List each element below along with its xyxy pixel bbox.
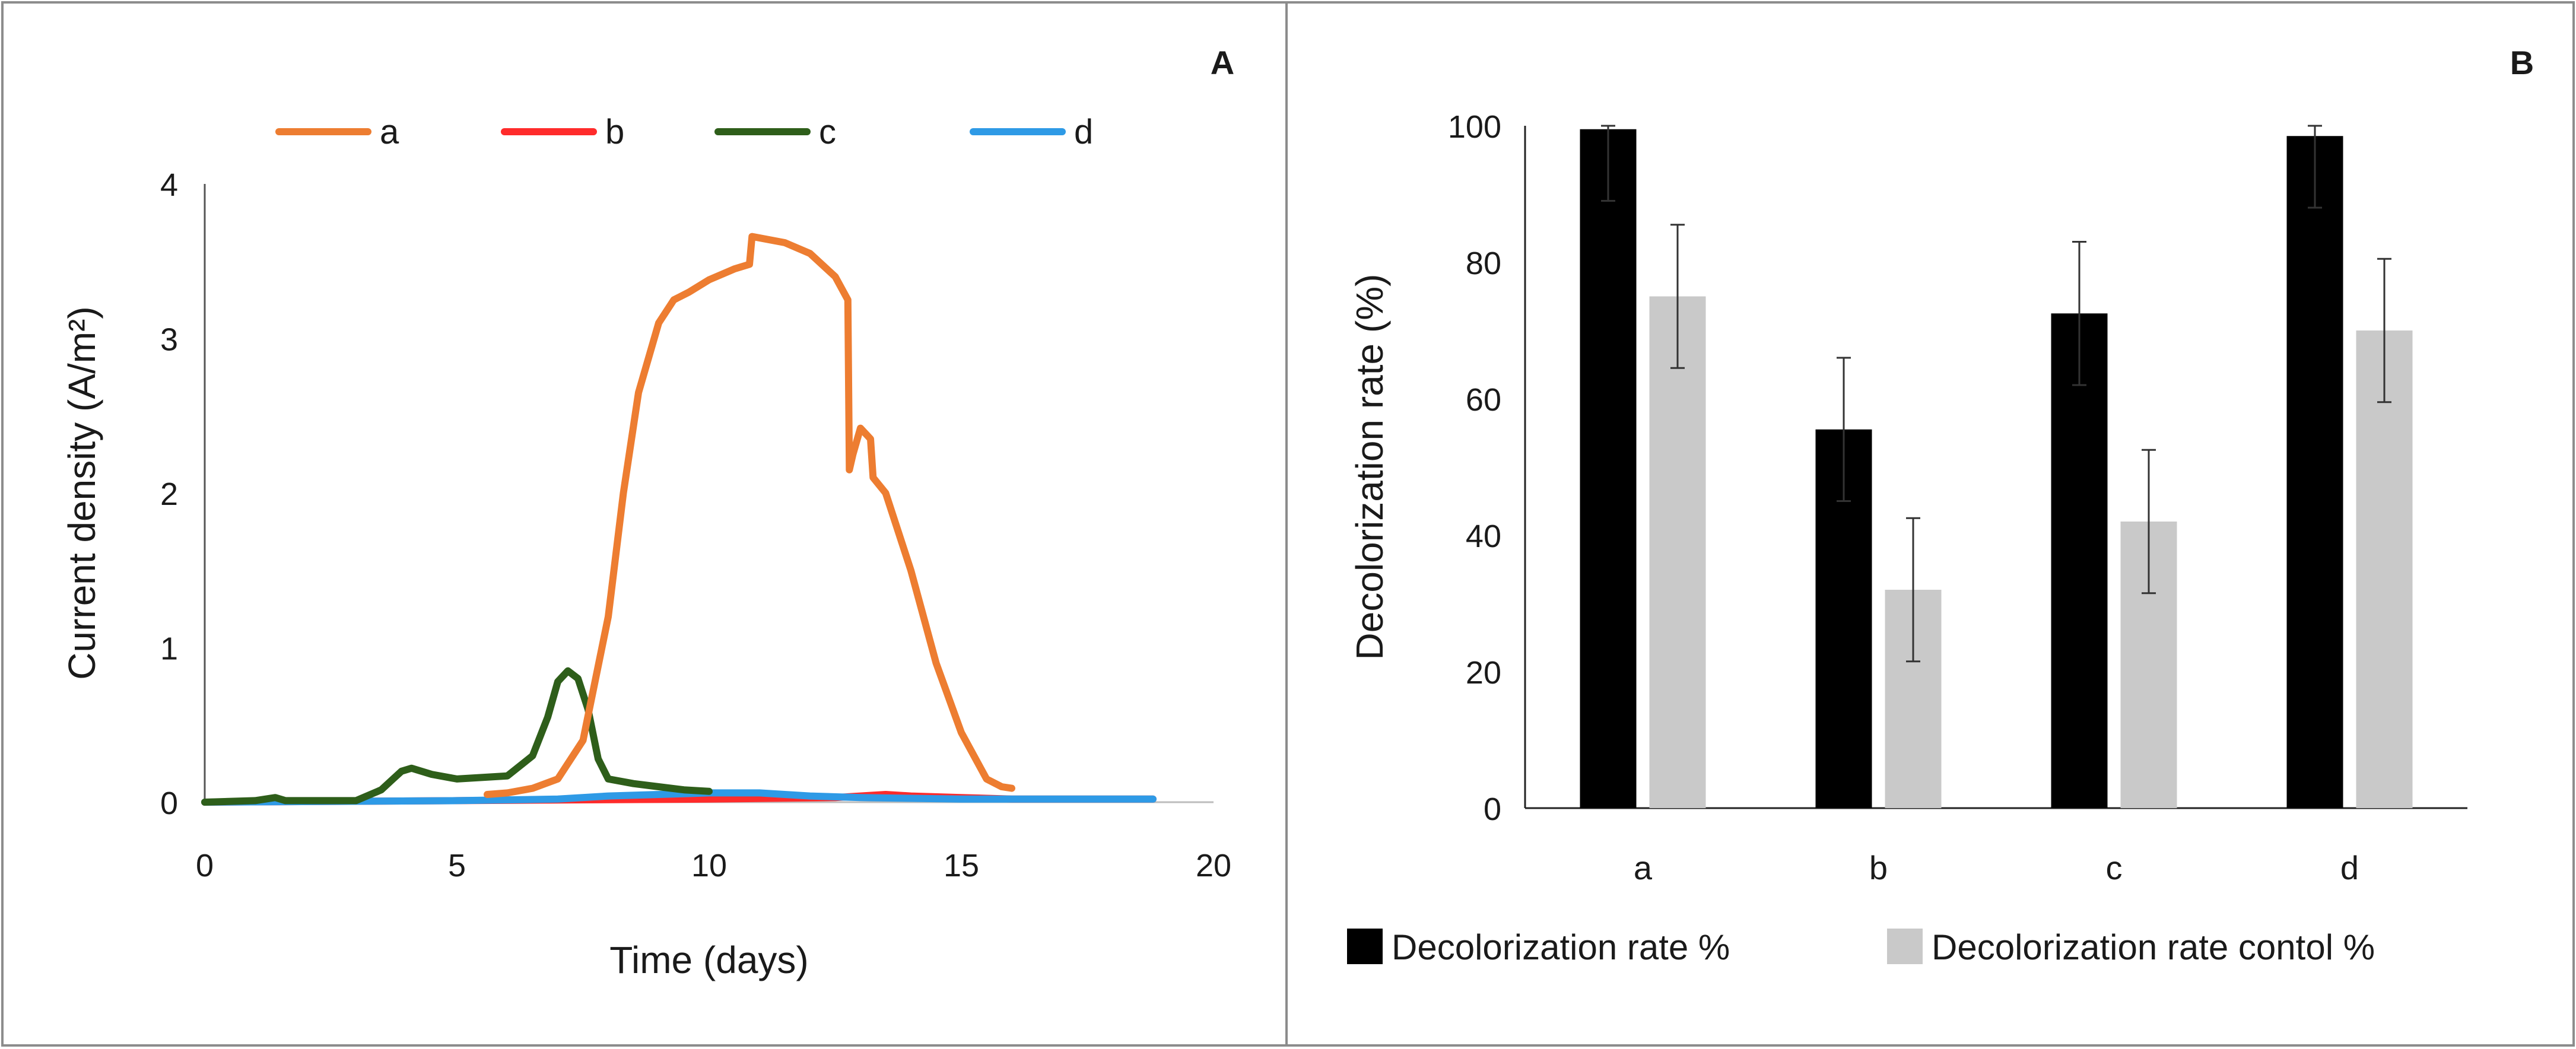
legend-label-b: b	[605, 113, 624, 151]
y-tick-label-a: 4	[160, 167, 178, 203]
panel-a-frame	[1, 1, 1288, 1047]
y-tick-label-b: 0	[1484, 791, 1501, 827]
category-label-c: c	[2106, 849, 2123, 886]
y-tick-label-a: 0	[160, 786, 178, 821]
legend-swatch-control	[1887, 929, 1923, 964]
x-tick-label-a: 0	[196, 848, 214, 883]
y-tick-label-a: 2	[160, 476, 178, 512]
bar-rate-d	[2286, 136, 2343, 808]
y-tick-label-b: 100	[1448, 109, 1501, 145]
y-axis-title-a: Current density (A/m²)	[61, 306, 103, 679]
legend-a: a b c d	[275, 113, 1093, 151]
x-tick-label-a: 10	[691, 848, 727, 883]
y-tick-label-b: 20	[1466, 655, 1501, 691]
legend-label-control: Decolorization rate contol %	[1932, 927, 2375, 967]
panel-b-label: B	[2510, 44, 2534, 81]
x-tick-label-a: 20	[1196, 848, 1231, 883]
legend-b: Decolorization rate % Decolorization rate…	[1347, 927, 2375, 967]
y-tick-label-a: 3	[160, 322, 178, 358]
series-line-a	[484, 233, 1015, 798]
line-chart-panel-a: 0 1 2 3 4 0 5 10 15 20 a b c d Time (days) Current …	[61, 113, 1231, 981]
y-axis-title-b: Decolorization rate (%)	[1348, 274, 1391, 660]
x-axis-title-a: Time (days)	[609, 939, 808, 981]
y-tick-label-b: 40	[1466, 519, 1501, 554]
category-label-a: a	[1634, 849, 1653, 886]
series-line-c	[201, 667, 713, 806]
legend-label-a: a	[380, 113, 399, 151]
bar-rate-c	[2051, 313, 2108, 808]
legend-label-c: c	[819, 113, 836, 151]
bar-control-d	[2356, 330, 2413, 808]
y-tick-label-b: 80	[1466, 246, 1501, 281]
x-tick-label-a: 15	[944, 848, 979, 883]
y-tick-label-b: 60	[1466, 382, 1501, 418]
series-line-d	[201, 789, 1157, 806]
panel-a-label: A	[1211, 44, 1234, 81]
category-label-d: d	[2340, 849, 2359, 886]
bar-control-a	[1649, 296, 1706, 808]
y-tick-label-a: 1	[160, 631, 178, 667]
x-tick-label-a: 5	[448, 848, 466, 883]
legend-label-rate: Decolorization rate %	[1392, 927, 1730, 967]
category-label-b: b	[1869, 849, 1888, 886]
legend-swatch-rate	[1347, 929, 1383, 964]
bar-rate-a	[1580, 129, 1637, 808]
legend-label-d: d	[1074, 113, 1093, 151]
